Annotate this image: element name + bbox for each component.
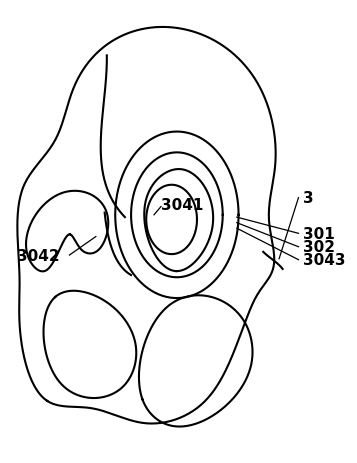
Text: 3042: 3042	[16, 248, 59, 263]
Text: 3041: 3041	[161, 197, 203, 212]
Text: 302: 302	[303, 240, 335, 255]
Text: 3: 3	[303, 191, 314, 206]
Text: 3043: 3043	[303, 253, 346, 268]
Text: 301: 301	[303, 226, 335, 241]
